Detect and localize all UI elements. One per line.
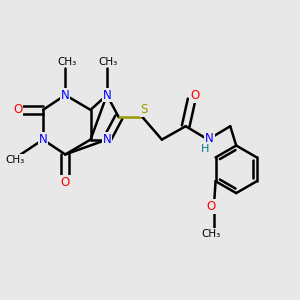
Text: O: O bbox=[13, 103, 22, 116]
Text: CH₃: CH₃ bbox=[5, 155, 24, 165]
Text: O: O bbox=[190, 89, 199, 102]
Text: N: N bbox=[205, 132, 214, 145]
Text: CH₃: CH₃ bbox=[99, 57, 118, 67]
Text: N: N bbox=[103, 88, 111, 101]
Text: O: O bbox=[61, 176, 70, 189]
Text: O: O bbox=[206, 200, 216, 213]
Text: N: N bbox=[103, 133, 111, 146]
Text: S: S bbox=[140, 103, 148, 116]
Text: N: N bbox=[61, 88, 70, 101]
Text: H: H bbox=[201, 143, 209, 154]
Text: CH₃: CH₃ bbox=[201, 229, 220, 239]
Text: N: N bbox=[39, 133, 47, 146]
Text: CH₃: CH₃ bbox=[57, 57, 76, 67]
